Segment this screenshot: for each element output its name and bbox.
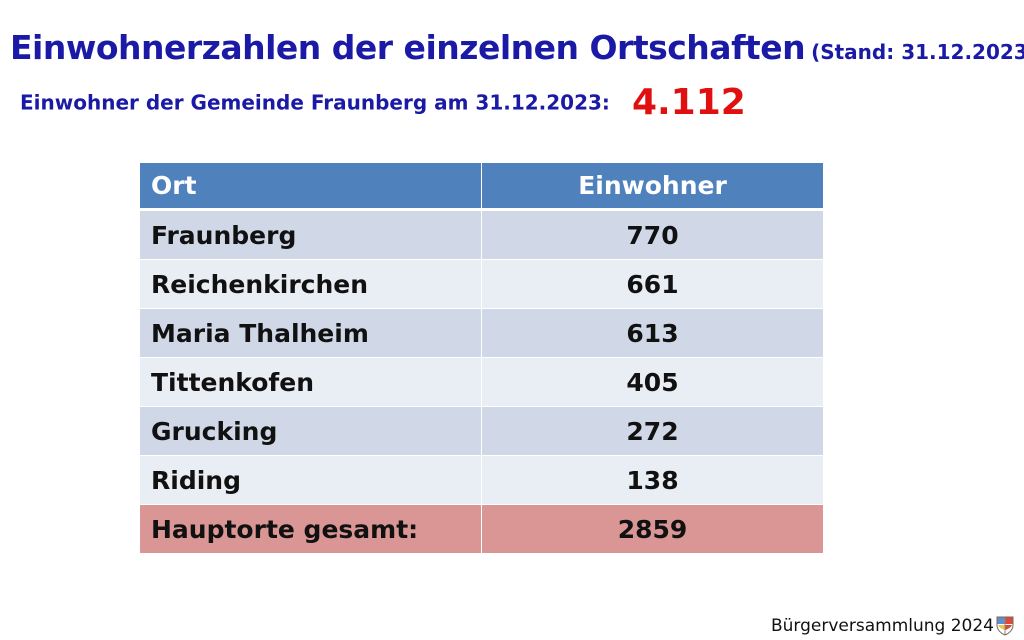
row-ort: Fraunberg bbox=[140, 209, 482, 260]
summary-label: Einwohner der Gemeinde Fraunberg am 31.1… bbox=[20, 90, 610, 115]
total-einwohner: 2859 bbox=[481, 504, 823, 553]
table-header-row: Ort Einwohner bbox=[140, 163, 823, 210]
row-einwohner: 770 bbox=[481, 209, 823, 260]
header-ort: Ort bbox=[140, 163, 482, 210]
row-ort: Reichenkirchen bbox=[140, 259, 482, 309]
table-row: Maria Thalheim 613 bbox=[140, 308, 823, 358]
row-ort: Tittenkofen bbox=[140, 357, 482, 407]
population-summary: Einwohner der Gemeinde Fraunberg am 31.1… bbox=[20, 82, 746, 123]
table-row: Reichenkirchen 661 bbox=[140, 259, 823, 309]
table-row: Tittenkofen 405 bbox=[140, 357, 823, 407]
table-total-row: Hauptorte gesamt: 2859 bbox=[140, 504, 823, 553]
row-ort: Riding bbox=[140, 455, 482, 505]
row-einwohner: 138 bbox=[481, 455, 823, 505]
row-einwohner: 405 bbox=[481, 357, 823, 407]
population-table: Ort Einwohner Fraunberg 770 Reichenkirch… bbox=[140, 163, 823, 553]
row-einwohner: 661 bbox=[481, 259, 823, 309]
table-row: Grucking 272 bbox=[140, 406, 823, 456]
page-title: Einwohnerzahlen der einzelnen Ortschafte… bbox=[10, 28, 1024, 67]
summary-total: 4.112 bbox=[631, 82, 746, 123]
header-einwohner: Einwohner bbox=[481, 163, 823, 210]
total-ort: Hauptorte gesamt: bbox=[140, 504, 482, 553]
row-einwohner: 272 bbox=[481, 406, 823, 456]
table-row: Riding 138 bbox=[140, 455, 823, 505]
row-ort: Maria Thalheim bbox=[140, 308, 482, 358]
title-text: Einwohnerzahlen der einzelnen Ortschafte… bbox=[10, 28, 806, 67]
coat-of-arms-icon bbox=[996, 616, 1014, 636]
row-einwohner: 613 bbox=[481, 308, 823, 358]
footer: Bürgerversammlung 2024 bbox=[771, 616, 1014, 636]
table-row: Fraunberg 770 bbox=[140, 209, 823, 260]
title-date: (Stand: 31.12.2023) bbox=[811, 40, 1024, 64]
footer-text: Bürgerversammlung 2024 bbox=[770, 616, 994, 636]
row-ort: Grucking bbox=[140, 406, 482, 456]
